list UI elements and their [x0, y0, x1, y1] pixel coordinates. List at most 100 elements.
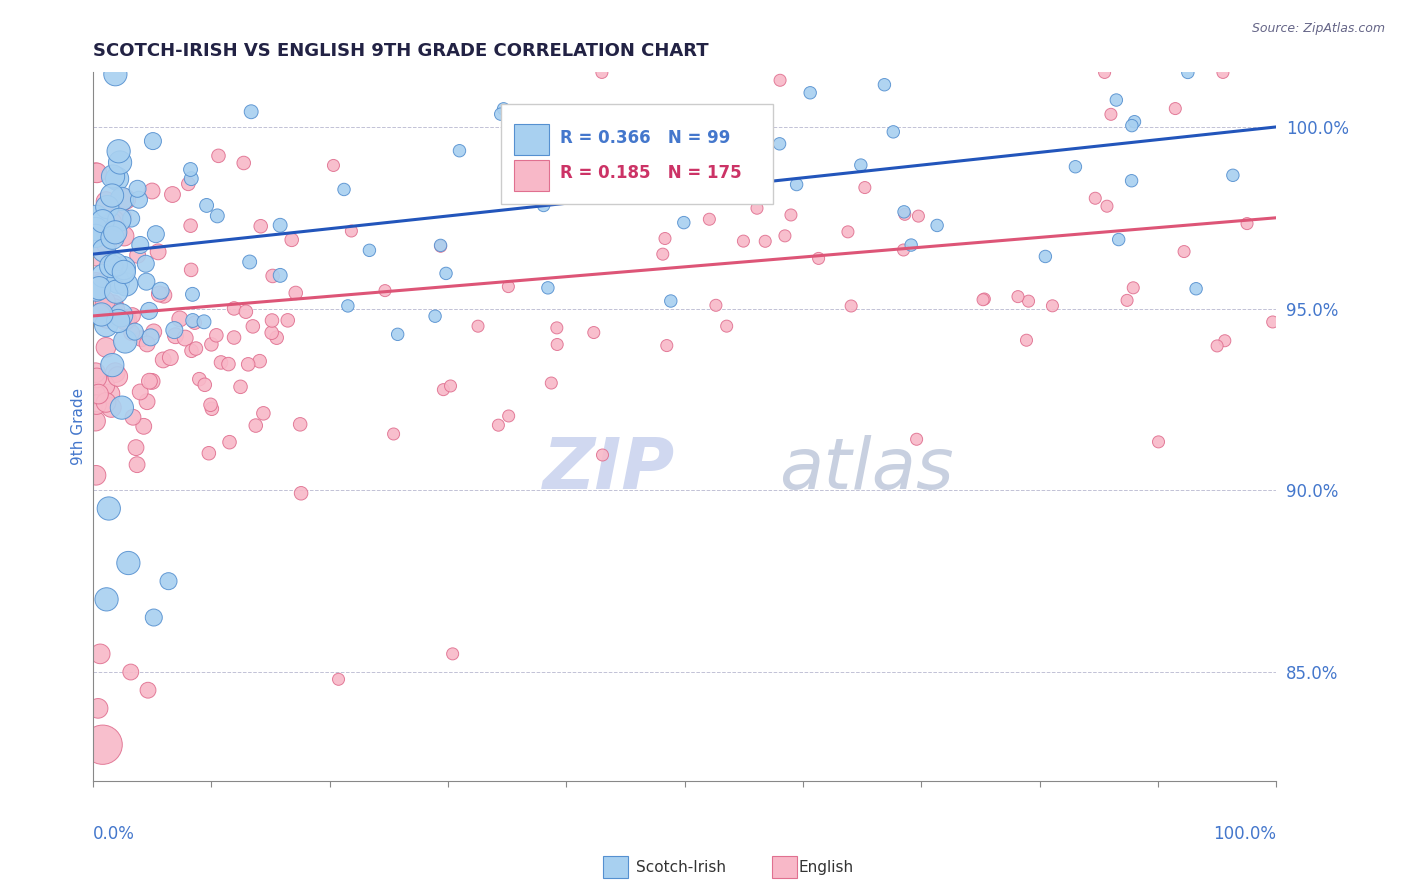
Point — [115, 192, 138, 206]
Point — [1015, 333, 1038, 347]
FancyBboxPatch shape — [515, 160, 548, 191]
Point — [180, 263, 202, 277]
Point — [146, 244, 169, 259]
Point — [1173, 244, 1195, 259]
Point — [432, 383, 454, 397]
Point — [91, 268, 114, 283]
Point — [423, 309, 446, 323]
Point — [249, 354, 271, 368]
Point — [159, 351, 181, 365]
Point — [96, 237, 118, 252]
Point — [103, 298, 125, 312]
Point — [768, 136, 790, 151]
Point — [704, 298, 727, 312]
Point — [138, 374, 160, 388]
Point — [141, 375, 163, 389]
Point — [336, 299, 359, 313]
Point — [107, 314, 129, 328]
Text: 0.0%: 0.0% — [93, 825, 135, 843]
Point — [498, 279, 520, 293]
Point — [207, 209, 229, 223]
Point — [235, 304, 257, 318]
Point — [120, 665, 142, 679]
Point — [111, 192, 134, 206]
Point — [110, 308, 132, 322]
Point — [177, 177, 200, 191]
Point — [927, 219, 949, 233]
Point — [96, 299, 118, 313]
Point — [429, 239, 451, 253]
Point — [387, 327, 409, 342]
Point — [382, 427, 405, 442]
Point — [107, 145, 129, 159]
Point — [489, 107, 512, 121]
Point — [100, 401, 122, 415]
Point — [546, 337, 568, 351]
Point — [284, 285, 307, 300]
Point — [145, 227, 167, 242]
Point — [193, 315, 215, 329]
Point — [152, 353, 174, 368]
Point — [157, 574, 180, 589]
Point — [222, 301, 245, 316]
Point — [84, 166, 107, 180]
Point — [100, 259, 122, 273]
Point — [434, 267, 457, 281]
Point — [142, 325, 165, 339]
Point — [188, 372, 211, 386]
Point — [200, 337, 222, 351]
Point — [149, 284, 172, 298]
Point — [754, 234, 776, 248]
Point — [90, 308, 112, 322]
Point — [905, 432, 928, 446]
Point — [1084, 191, 1107, 205]
Point — [1177, 65, 1199, 79]
Point — [111, 401, 134, 415]
Point — [124, 325, 146, 339]
Point — [127, 182, 149, 196]
Point — [893, 204, 915, 219]
Point — [108, 155, 131, 169]
Point — [786, 178, 808, 192]
Point — [1236, 217, 1258, 231]
Point — [141, 184, 163, 198]
Text: Source: ZipAtlas.com: Source: ZipAtlas.com — [1251, 22, 1385, 36]
Point — [245, 418, 267, 433]
Point — [100, 215, 122, 229]
Point — [359, 244, 381, 258]
Point — [180, 171, 202, 186]
Point — [101, 169, 124, 184]
Point — [111, 211, 134, 225]
Point — [84, 468, 107, 483]
Point — [252, 406, 274, 420]
Point — [799, 86, 821, 100]
Point — [84, 210, 107, 224]
Point — [240, 104, 263, 119]
Point — [112, 229, 135, 244]
Point — [91, 738, 114, 752]
Point — [873, 78, 896, 92]
Point — [439, 379, 461, 393]
Point — [105, 171, 128, 186]
Point — [1122, 281, 1144, 295]
Point — [96, 311, 118, 326]
Point — [733, 234, 755, 248]
FancyBboxPatch shape — [502, 104, 773, 203]
Point — [374, 284, 396, 298]
Point — [238, 357, 260, 371]
Point — [87, 387, 110, 401]
Point — [269, 219, 291, 233]
Point — [87, 701, 110, 715]
Point — [769, 73, 792, 87]
Text: English: English — [799, 860, 853, 874]
Point — [592, 448, 614, 462]
Point — [429, 238, 451, 252]
Point — [1042, 299, 1064, 313]
Point — [181, 313, 204, 327]
Point — [107, 369, 129, 384]
Point — [89, 647, 111, 661]
Point — [1213, 334, 1236, 348]
Point — [84, 387, 107, 401]
Point — [128, 193, 150, 207]
Point — [142, 134, 165, 148]
